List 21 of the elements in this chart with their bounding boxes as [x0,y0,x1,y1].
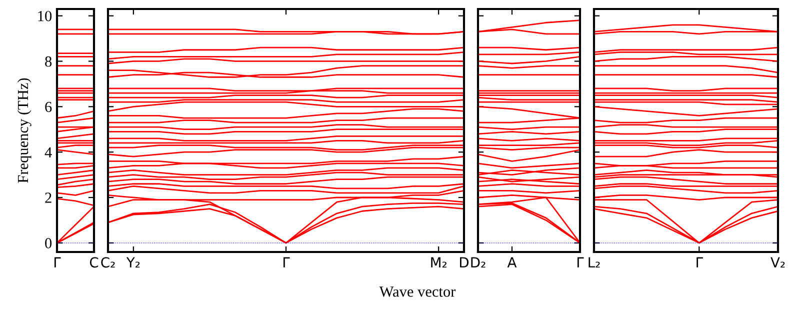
x-tick-label: D₂ [471,257,486,268]
x-tick-label: V₂ [770,257,785,268]
x-tick-label: L₂ [588,257,600,268]
x-tick-label: Γ [696,257,703,268]
x-axis-title: Wave vector [379,286,456,297]
y-tick-label: 10 [38,10,52,22]
x-tick-label: A [507,257,517,268]
x-tick-label: C₂ [101,257,115,268]
x-tick-label: Γ [283,257,290,268]
x-tick-label: C [90,257,98,268]
x-tick-label: Y₂ [126,257,140,268]
y-axis-title: Frequency (THz) [17,78,32,183]
x-tick-label: D [460,257,469,268]
y-tick-label: 2 [45,192,52,203]
y-tick-label: 0 [45,238,52,248]
y-tick-label: 4 [44,147,52,158]
x-tick-label: M₂ [431,257,446,268]
x-tick-label: Γ [577,257,584,268]
y-tick-label: 6 [45,102,52,112]
x-tick-label: Γ [54,257,61,268]
y-tick-label: 8 [45,56,52,67]
